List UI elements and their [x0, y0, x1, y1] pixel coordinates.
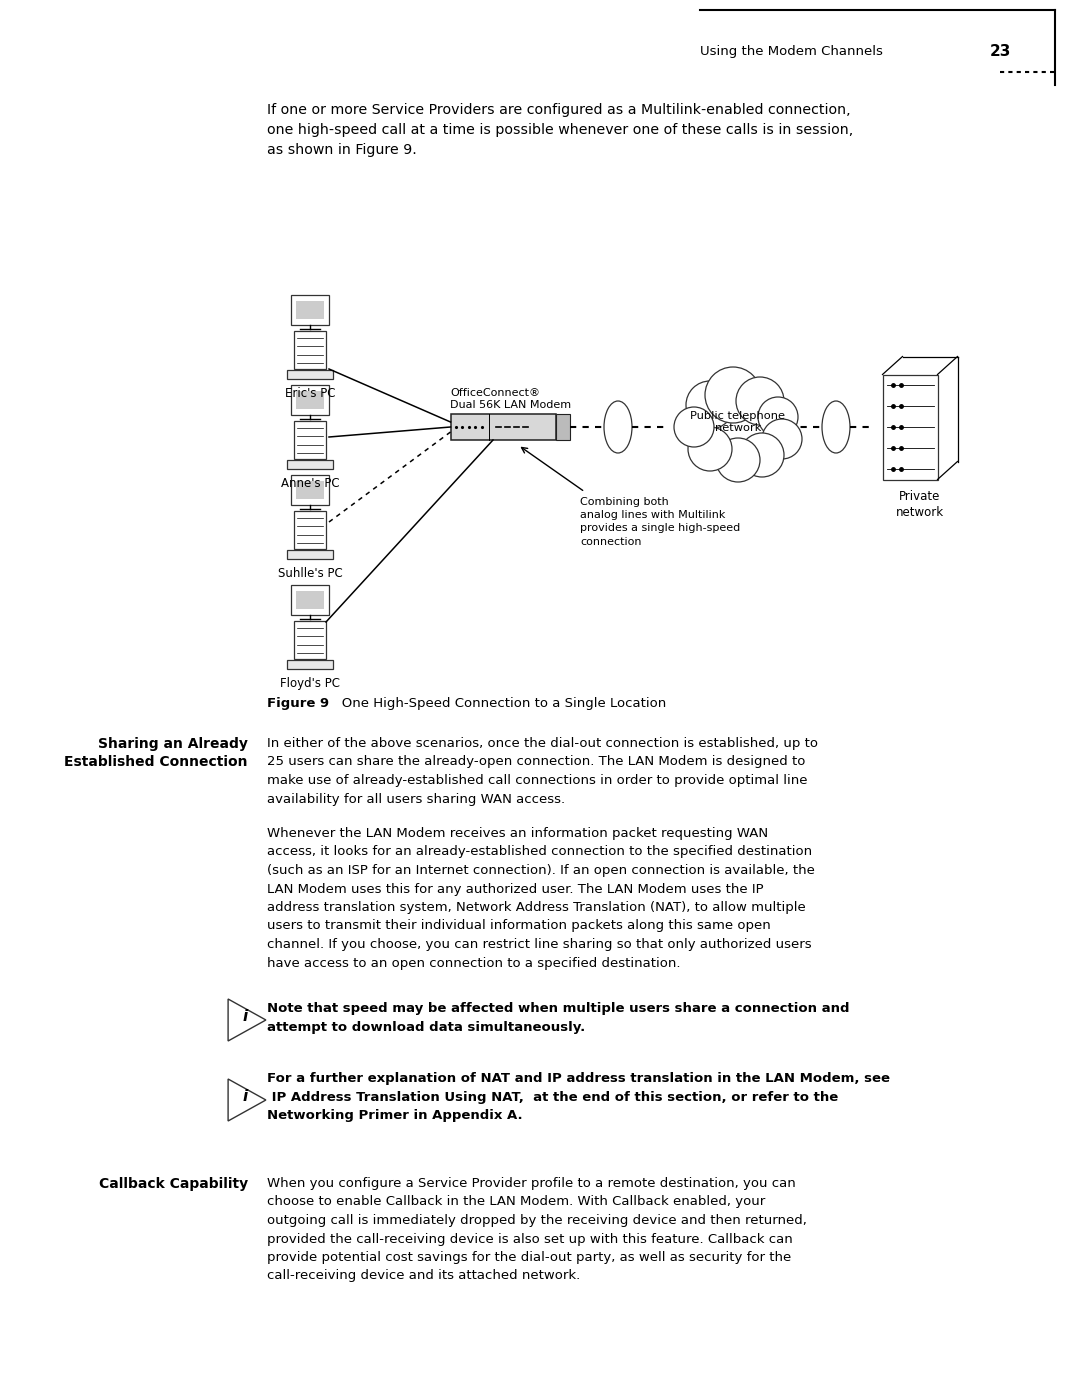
Text: i: i — [242, 1090, 247, 1104]
FancyBboxPatch shape — [294, 331, 326, 369]
Text: When you configure a Service Provider profile to a remote destination, you can
c: When you configure a Service Provider pr… — [267, 1178, 807, 1282]
Text: Suhlle's PC: Suhlle's PC — [278, 567, 342, 580]
Text: Combining both
analog lines with Multilink
provides a single high-speed
connecti: Combining both analog lines with Multili… — [580, 497, 740, 546]
Text: Callback Capability: Callback Capability — [99, 1178, 248, 1192]
Polygon shape — [228, 999, 266, 1041]
Circle shape — [716, 439, 760, 482]
Text: Private
network: Private network — [896, 489, 944, 518]
FancyBboxPatch shape — [287, 550, 333, 559]
Polygon shape — [228, 1078, 266, 1120]
FancyBboxPatch shape — [450, 414, 555, 440]
Text: Floyd's PC: Floyd's PC — [280, 678, 340, 690]
FancyBboxPatch shape — [287, 370, 333, 379]
FancyBboxPatch shape — [296, 300, 324, 319]
Text: One High-Speed Connection to a Single Location: One High-Speed Connection to a Single Lo… — [329, 697, 666, 710]
Circle shape — [762, 419, 802, 460]
Ellipse shape — [604, 401, 632, 453]
FancyBboxPatch shape — [287, 460, 333, 469]
Text: Whenever the LAN Modem receives an information packet requesting WAN
access, it : Whenever the LAN Modem receives an infor… — [267, 827, 815, 970]
Ellipse shape — [688, 393, 788, 462]
FancyBboxPatch shape — [287, 659, 333, 669]
FancyBboxPatch shape — [294, 511, 326, 549]
Text: 23: 23 — [990, 45, 1011, 60]
Circle shape — [674, 407, 714, 447]
Text: Sharing an Already: Sharing an Already — [98, 738, 248, 752]
FancyBboxPatch shape — [296, 591, 324, 609]
Circle shape — [758, 397, 798, 437]
FancyBboxPatch shape — [882, 374, 937, 479]
FancyBboxPatch shape — [291, 386, 329, 415]
Text: In either of the above scenarios, once the dial-out connection is established, u: In either of the above scenarios, once t… — [267, 738, 818, 806]
Circle shape — [740, 433, 784, 476]
Ellipse shape — [822, 401, 850, 453]
FancyBboxPatch shape — [555, 414, 569, 440]
Text: Anne's PC: Anne's PC — [281, 476, 339, 490]
Circle shape — [705, 367, 761, 423]
Text: Figure 9: Figure 9 — [267, 697, 329, 710]
FancyBboxPatch shape — [294, 420, 326, 460]
FancyBboxPatch shape — [291, 585, 329, 615]
Text: Using the Modem Channels: Using the Modem Channels — [700, 46, 882, 59]
FancyBboxPatch shape — [294, 622, 326, 659]
Text: For a further explanation of NAT and IP address translation in the LAN Modem, se: For a further explanation of NAT and IP … — [267, 1071, 890, 1122]
Text: i: i — [242, 1009, 247, 1024]
FancyBboxPatch shape — [291, 475, 329, 504]
Text: OfficeConnect®
Dual 56K LAN Modem: OfficeConnect® Dual 56K LAN Modem — [450, 387, 571, 409]
FancyBboxPatch shape — [296, 481, 324, 499]
Text: Eric's PC: Eric's PC — [285, 387, 335, 400]
Text: Note that speed may be affected when multiple users share a connection and
attem: Note that speed may be affected when mul… — [267, 1002, 850, 1034]
Text: If one or more Service Providers are configured as a Multilink-enabled connectio: If one or more Service Providers are con… — [267, 103, 853, 156]
FancyBboxPatch shape — [291, 295, 329, 326]
FancyBboxPatch shape — [296, 391, 324, 409]
Circle shape — [735, 377, 784, 425]
Text: Public telephone
network: Public telephone network — [690, 411, 785, 433]
Circle shape — [688, 427, 732, 471]
Circle shape — [686, 381, 734, 429]
Text: Established Connection: Established Connection — [65, 754, 248, 768]
